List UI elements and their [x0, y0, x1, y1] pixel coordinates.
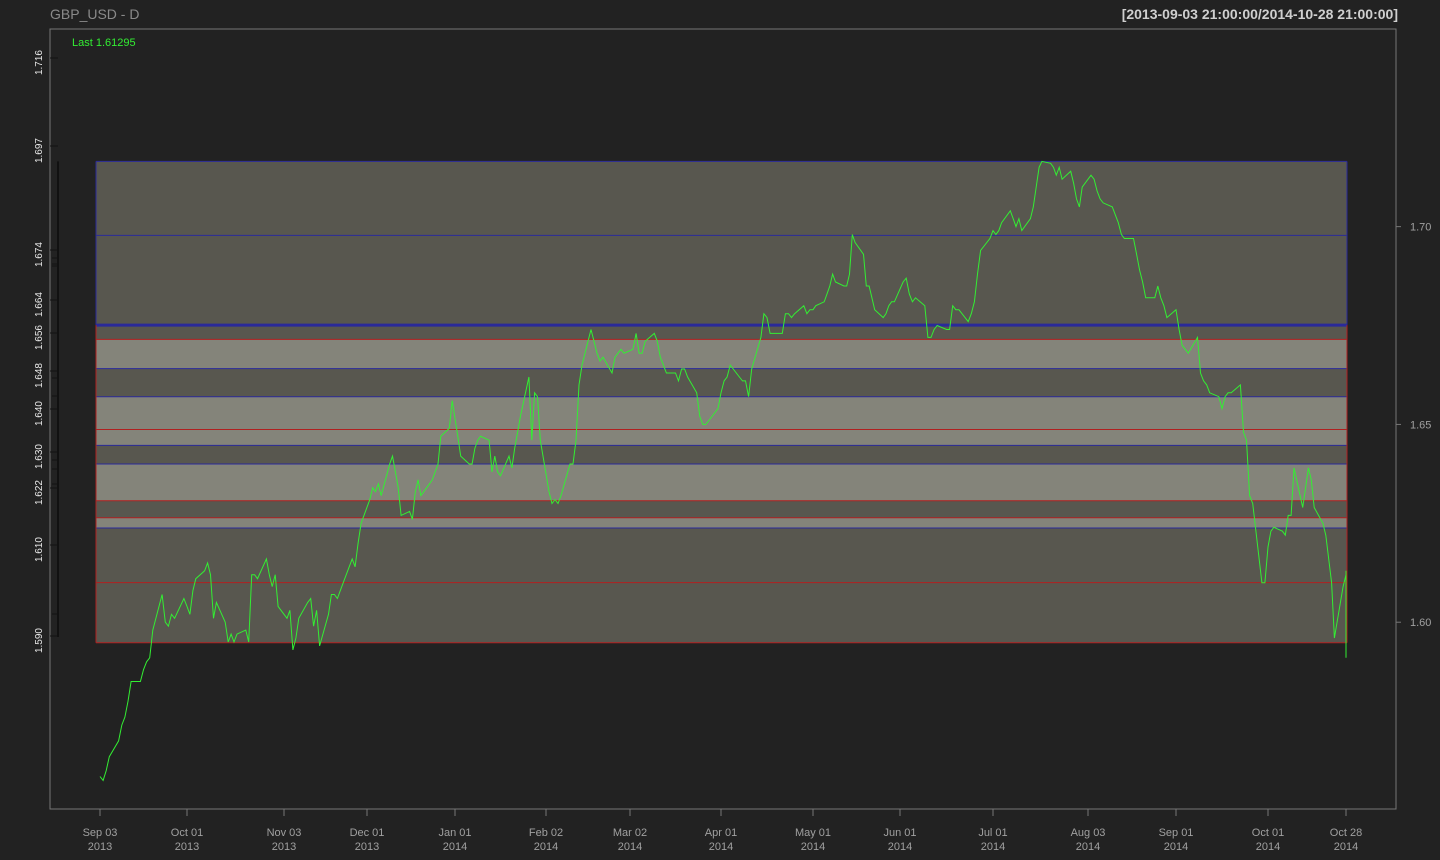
left-tick-label-5: 1.648	[34, 363, 45, 388]
x-tick-year-14: 2014	[1334, 841, 1358, 853]
x-tick-label-2: Nov 03	[267, 827, 302, 839]
zone-0	[96, 161, 1347, 236]
levels-layer	[95, 160, 1348, 644]
x-tick-year-2: 2013	[272, 841, 296, 853]
x-axis: Sep 03 2013 Oct 01 2013 Nov 03 2013 Dec 01 2013…	[83, 809, 1362, 853]
x-tick-year-10: 2014	[981, 841, 1005, 853]
right-tick-label-1: 1.65	[1410, 419, 1431, 431]
x-tick-label-9: Jun 01	[883, 827, 916, 839]
zone-12	[96, 582, 1347, 643]
zone-6	[96, 429, 1347, 446]
x-tick-label-0: Sep 03	[83, 827, 118, 839]
left-tick-label-0: 1.716	[34, 50, 45, 75]
right-axis: 1.70 1.65 1.60	[1396, 222, 1431, 629]
price-series-line	[99, 160, 1347, 782]
x-tick-year-3: 2013	[355, 841, 379, 853]
left-tick-label-6: 1.640	[34, 401, 45, 426]
x-tick-label-1: Oct 01	[171, 827, 203, 839]
x-tick-year-9: 2014	[888, 841, 912, 853]
x-tick-year-7: 2014	[709, 841, 733, 853]
left-tick-label-10: 1.590	[34, 628, 45, 653]
x-tick-label-4: Jan 01	[438, 827, 471, 839]
x-tick-label-13: Oct 01	[1252, 827, 1284, 839]
x-tick-label-6: Mar 02	[613, 827, 647, 839]
x-tick-year-13: 2014	[1256, 841, 1280, 853]
left-axis: 1.716 1.697 1.674 1.664 1.656 1.648 1.640 1.630…	[34, 50, 59, 653]
date-range: [2013-09-03 21:00:00/2014-10-28 21:00:00…	[1122, 6, 1398, 22]
right-tick-label-0: 1.70	[1410, 222, 1431, 234]
x-tick-year-1: 2013	[175, 841, 199, 853]
zone-3	[96, 339, 1347, 369]
left-tick-label-8: 1.622	[34, 480, 45, 505]
x-tick-label-11: Aug 03	[1071, 827, 1106, 839]
price-layer	[99, 160, 1347, 782]
left-tick-label-1: 1.697	[34, 138, 45, 163]
x-tick-year-5: 2014	[534, 841, 558, 853]
zone-5	[96, 396, 1347, 430]
x-tick-year-11: 2014	[1076, 841, 1100, 853]
zone-1	[96, 235, 1347, 326]
x-tick-year-0: 2013	[88, 841, 112, 853]
zone-11	[96, 528, 1347, 583]
x-tick-label-7: Apr 01	[705, 827, 737, 839]
x-tick-year-12: 2014	[1164, 841, 1188, 853]
x-tick-label-12: Sep 01	[1159, 827, 1194, 839]
last-price-label: Last 1.61295	[72, 37, 136, 49]
x-tick-label-8: May 01	[795, 827, 831, 839]
x-tick-label-10: Jul 01	[978, 827, 1007, 839]
chart-title: GBP_USD - D	[50, 6, 139, 22]
left-tick-label-3: 1.664	[34, 292, 45, 317]
plot-frame	[49, 28, 1397, 810]
left-tick-label-7: 1.630	[34, 444, 45, 469]
x-tick-label-14: Oct 28	[1330, 827, 1362, 839]
zones-layer	[96, 161, 1347, 643]
x-tick-label-5: Feb 02	[529, 827, 563, 839]
zone-8	[96, 463, 1347, 501]
zone-7	[96, 445, 1347, 464]
zone-9	[96, 500, 1347, 518]
right-tick-label-2: 1.60	[1410, 617, 1431, 629]
left-tick-label-2: 1.674	[34, 242, 45, 267]
x-tick-year-4: 2014	[443, 841, 467, 853]
x-tick-label-3: Dec 01	[350, 827, 385, 839]
left-tick-label-4: 1.656	[34, 325, 45, 350]
zone-2	[96, 325, 1347, 340]
zone-10	[96, 517, 1347, 529]
left-tick-label-9: 1.610	[34, 537, 45, 562]
x-tick-year-8: 2014	[801, 841, 825, 853]
x-tick-year-6: 2014	[618, 841, 642, 853]
